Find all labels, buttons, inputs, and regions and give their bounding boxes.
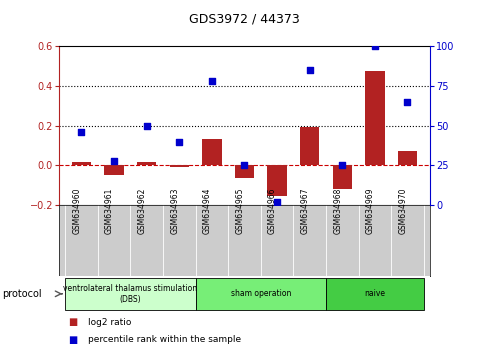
Text: GSM634963: GSM634963 [170, 188, 179, 234]
Text: GSM634970: GSM634970 [398, 188, 407, 234]
Text: GSM634967: GSM634967 [300, 188, 309, 234]
Point [207, 78, 215, 84]
Text: ■: ■ [68, 317, 78, 327]
Bar [65, 278, 195, 310]
Text: GDS3972 / 44373: GDS3972 / 44373 [189, 13, 299, 26]
Text: GSM634965: GSM634965 [235, 188, 244, 234]
Point [305, 67, 313, 73]
Text: GSM634961: GSM634961 [105, 188, 114, 234]
Bar [137, 161, 156, 166]
Bar [267, 166, 286, 196]
Bar [365, 71, 384, 166]
Text: log2 ratio: log2 ratio [88, 318, 131, 327]
Bar [325, 278, 423, 310]
Bar [299, 127, 319, 166]
Point [370, 43, 378, 49]
Text: GSM634960: GSM634960 [72, 188, 81, 234]
Text: GSM634968: GSM634968 [333, 188, 342, 234]
Point [78, 129, 85, 135]
Point [240, 163, 248, 169]
Text: naive: naive [364, 289, 385, 298]
Point [175, 139, 183, 144]
Text: ■: ■ [68, 335, 78, 345]
Text: protocol: protocol [2, 289, 42, 299]
Point [142, 123, 150, 129]
Bar [397, 150, 416, 166]
Text: GSM634964: GSM634964 [203, 188, 211, 234]
Text: GSM634966: GSM634966 [267, 188, 277, 234]
Text: GSM634969: GSM634969 [365, 188, 374, 234]
Bar [234, 166, 254, 178]
Bar [72, 161, 91, 166]
Bar [169, 166, 189, 167]
Text: percentile rank within the sample: percentile rank within the sample [88, 335, 241, 344]
Bar [332, 166, 351, 189]
Text: ventrolateral thalamus stimulation
(DBS): ventrolateral thalamus stimulation (DBS) [63, 284, 197, 303]
Point [403, 99, 410, 105]
Point [110, 158, 118, 164]
Text: GSM634962: GSM634962 [138, 188, 146, 234]
Text: sham operation: sham operation [230, 289, 290, 298]
Bar [202, 139, 221, 166]
Point [273, 199, 281, 205]
Bar [195, 278, 325, 310]
Point [338, 163, 346, 169]
Bar [104, 166, 123, 176]
